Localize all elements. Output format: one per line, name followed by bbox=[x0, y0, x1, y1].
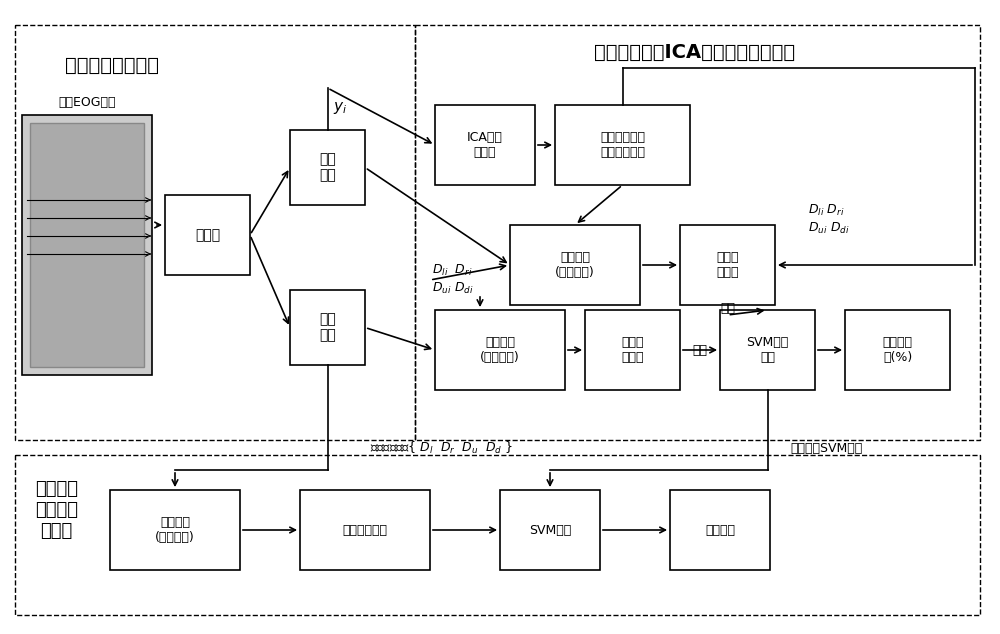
Bar bbox=[15, 25, 415, 440]
Text: 识别: 识别 bbox=[692, 344, 708, 356]
Text: 空域滤波
(线性投影): 空域滤波 (线性投影) bbox=[555, 251, 595, 279]
Bar bbox=[500, 490, 600, 570]
Bar bbox=[290, 130, 365, 205]
Bar bbox=[435, 310, 565, 390]
Bar bbox=[30, 123, 144, 367]
Text: 最优滤波器组{ $D_l$  $D_r$  $D_u$  $D_d$ }: 最优滤波器组{ $D_l$ $D_r$ $D_u$ $D_d$ } bbox=[370, 440, 513, 456]
Text: 空域滤波
(线性投影): 空域滤波 (线性投影) bbox=[480, 336, 520, 364]
Bar bbox=[165, 195, 250, 275]
Text: SVM识别: SVM识别 bbox=[529, 524, 571, 536]
Bar bbox=[22, 115, 152, 375]
Text: 识别结果: 识别结果 bbox=[705, 524, 735, 536]
Text: 原始EOG信号: 原始EOG信号 bbox=[58, 96, 116, 110]
Text: ICA滤波
器设计: ICA滤波 器设计 bbox=[467, 131, 503, 159]
Text: $D_{ui}\ D_{di}$: $D_{ui}\ D_{di}$ bbox=[808, 221, 850, 236]
Bar bbox=[845, 310, 950, 390]
Text: 训练
数据: 训练 数据 bbox=[319, 152, 336, 183]
Text: 预处理: 预处理 bbox=[195, 228, 220, 242]
Bar bbox=[680, 225, 775, 305]
Bar bbox=[510, 225, 640, 305]
Text: 扫视特
征参数: 扫视特 征参数 bbox=[621, 336, 644, 364]
Bar bbox=[585, 310, 680, 390]
Text: 步骤二：最优ICA空域滤波器组设计: 步骤二：最优ICA空域滤波器组设计 bbox=[594, 42, 796, 61]
Text: $D_{li}\ D_{ri}$: $D_{li}\ D_{ri}$ bbox=[808, 202, 845, 217]
Bar bbox=[15, 455, 980, 615]
Text: 扫视特征参数: 扫视特征参数 bbox=[342, 524, 388, 536]
Bar bbox=[110, 490, 240, 570]
Text: 自动选择扫视
相关独立分量: 自动选择扫视 相关独立分量 bbox=[600, 131, 645, 159]
Bar bbox=[435, 105, 535, 185]
Text: 空域滤波
(线性投影): 空域滤波 (线性投影) bbox=[155, 516, 195, 544]
Bar bbox=[555, 105, 690, 185]
Text: $y_i$: $y_i$ bbox=[333, 100, 347, 116]
Text: 训练: 训练 bbox=[720, 302, 735, 314]
Text: 步骤三：
扫视信号
的识别: 步骤三： 扫视信号 的识别 bbox=[35, 480, 78, 540]
Bar bbox=[670, 490, 770, 570]
Text: 优化后的SVM模型: 优化后的SVM模型 bbox=[790, 441, 862, 455]
Text: 扫视特
征参数: 扫视特 征参数 bbox=[716, 251, 739, 279]
Bar bbox=[720, 310, 815, 390]
Text: $D_{ui}\ D_{di}$: $D_{ui}\ D_{di}$ bbox=[432, 280, 474, 295]
Text: 测试
数据: 测试 数据 bbox=[319, 313, 336, 342]
Text: 步骤一：数据准备: 步骤一：数据准备 bbox=[65, 56, 159, 75]
Text: SVM模型
训练: SVM模型 训练 bbox=[746, 336, 789, 364]
Bar bbox=[300, 490, 430, 570]
Text: 识别正确
率(%): 识别正确 率(%) bbox=[883, 336, 912, 364]
Bar bbox=[290, 290, 365, 365]
Bar bbox=[415, 25, 980, 440]
Text: $D_{li}\ \ D_{ri}$: $D_{li}\ \ D_{ri}$ bbox=[432, 262, 473, 278]
